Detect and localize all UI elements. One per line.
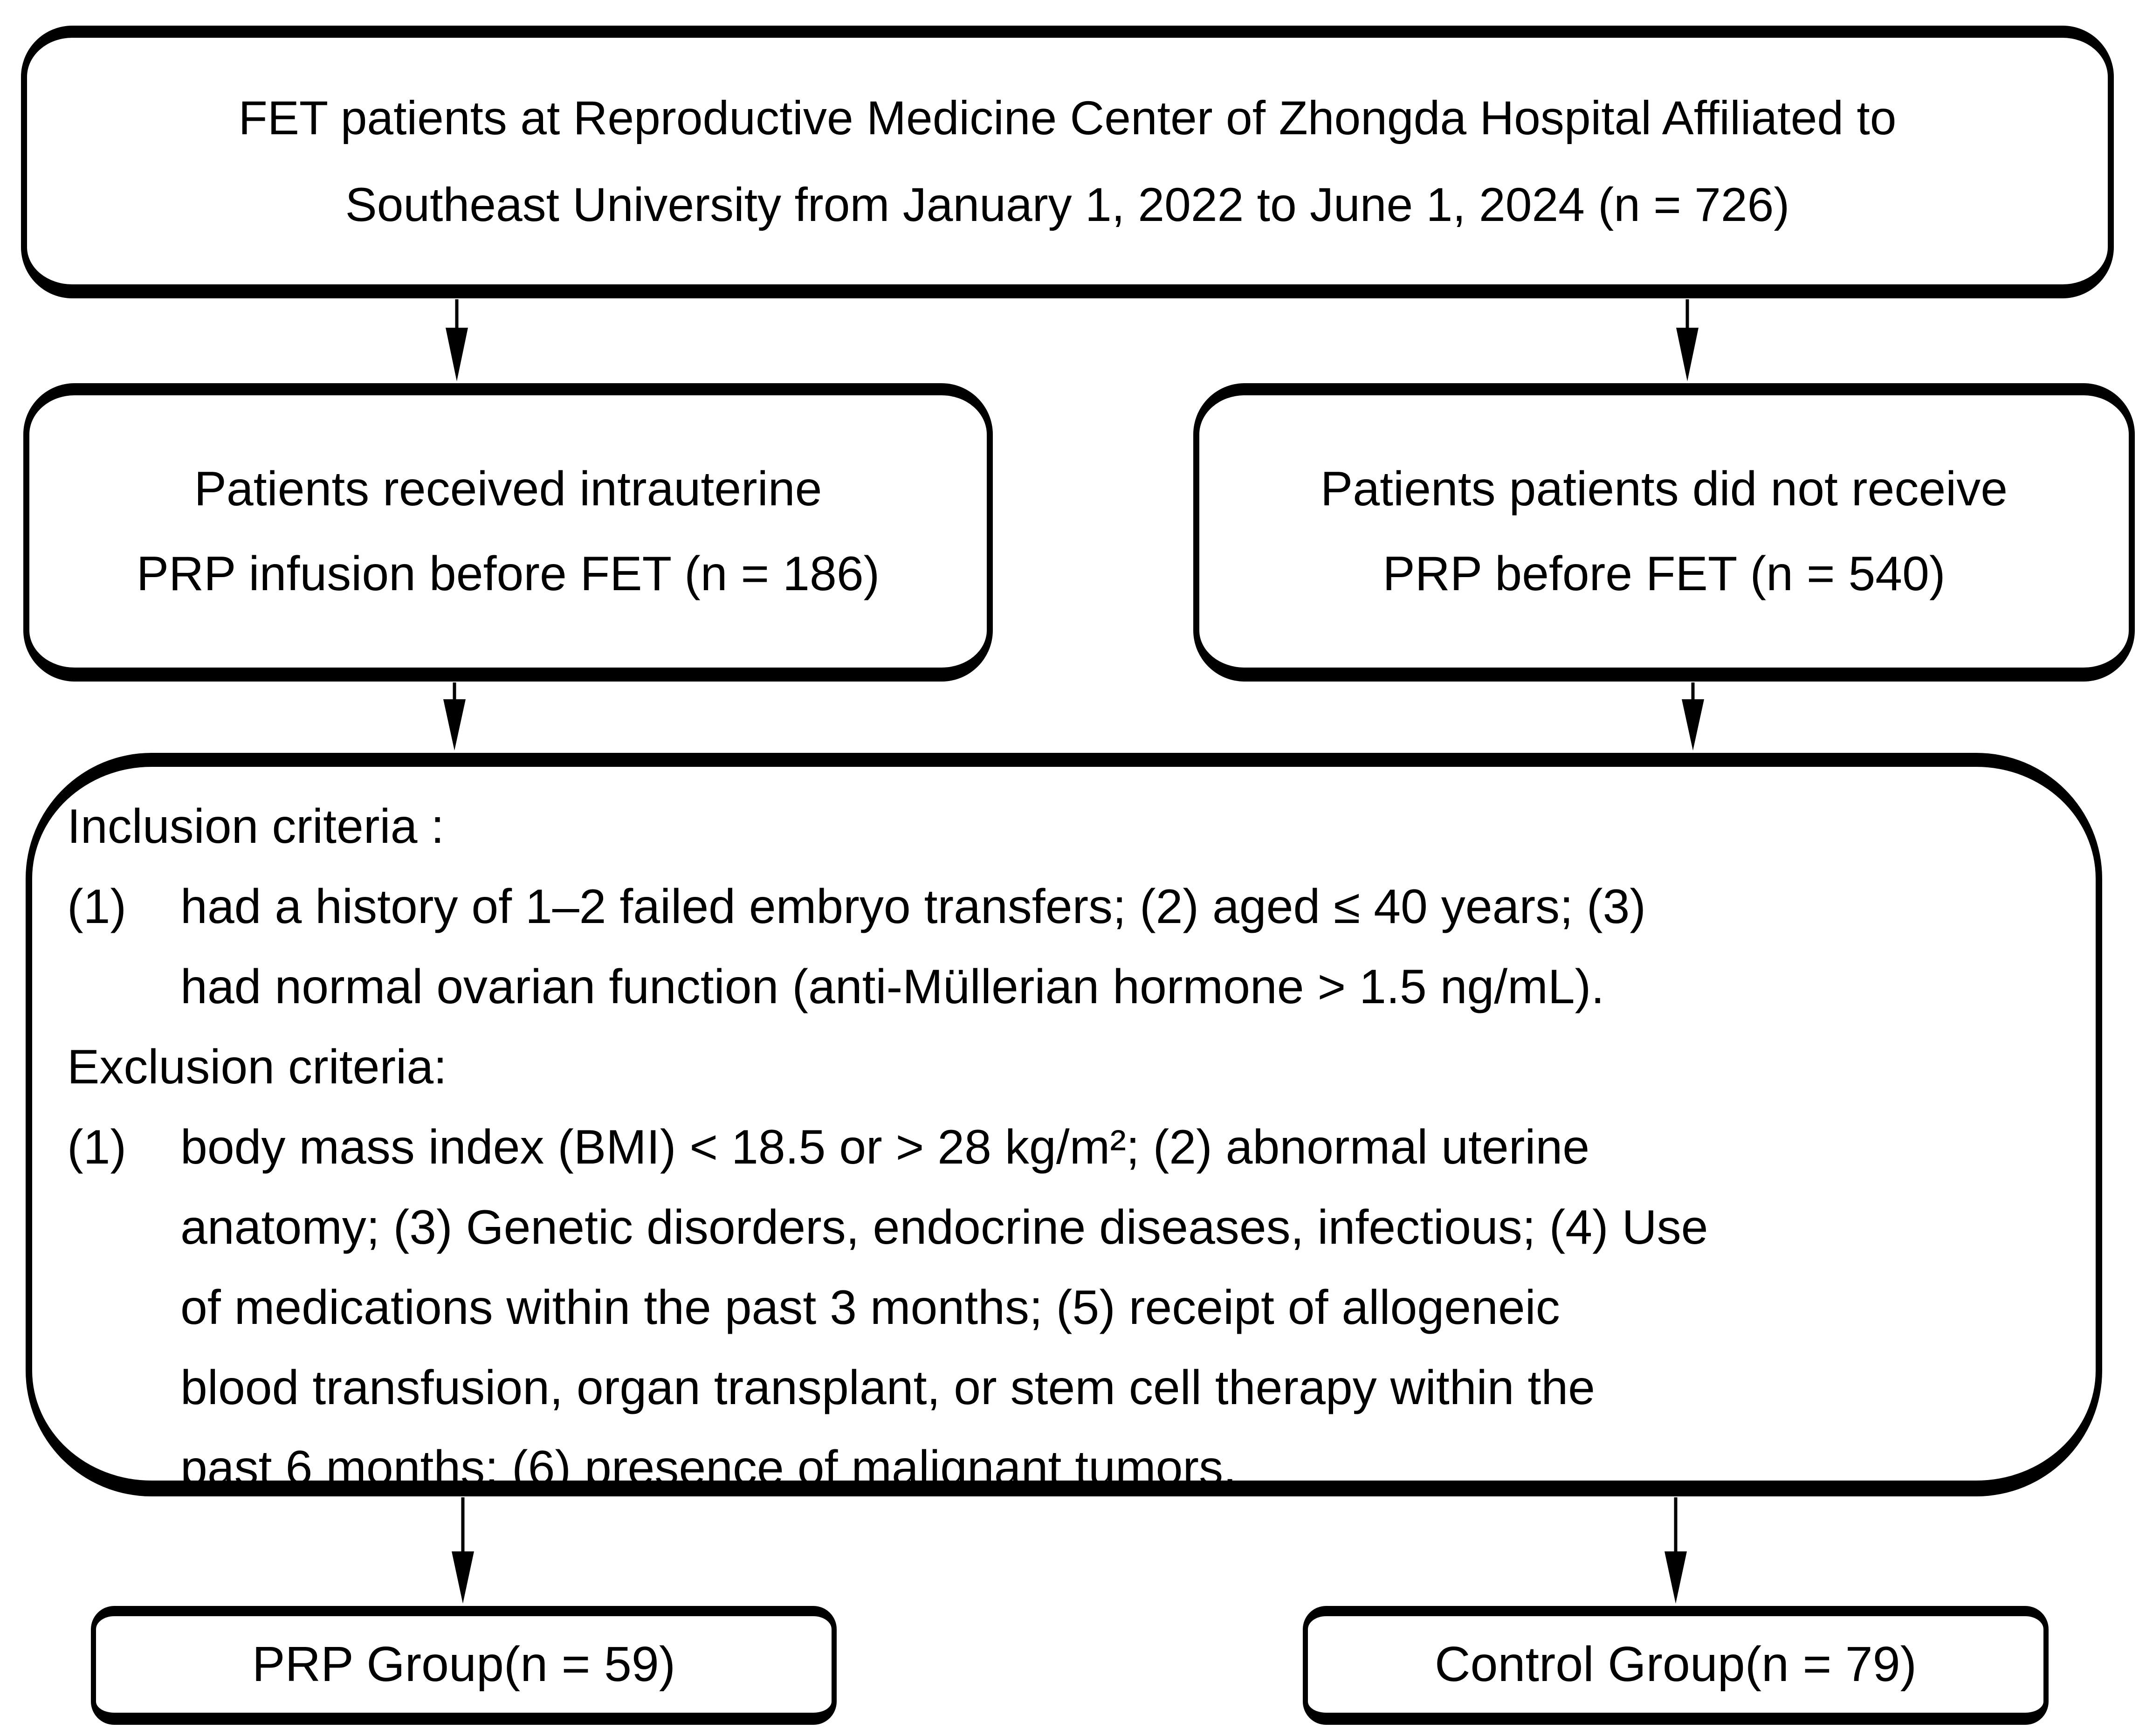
criteria-line: blood transfusion, organ transplant, or … [180, 1361, 1595, 1415]
arrow-top-to-control-arm [1676, 299, 1699, 381]
arrow-criteria-to-prp-group [452, 1497, 474, 1604]
arrow-head [1676, 328, 1699, 381]
box-prp-arm: Patients received intrauterine PRP infus… [23, 383, 993, 682]
criteria-line: past 6 months; (6) presence of malignant… [180, 1441, 1237, 1495]
arrow-prp-arm-to-criteria [443, 682, 466, 751]
box-control-group-label: Control Group(n = 79) [1434, 1637, 1917, 1692]
box-fet-patients: FET patients at Reproductive Medicine Ce… [21, 26, 2114, 298]
box-control-group: Control Group(n = 79) [1303, 1606, 2049, 1725]
arrow-head [446, 328, 468, 381]
criteria-line: of medications within the past 3 months;… [180, 1281, 1560, 1335]
criteria-item-number: (1) [67, 880, 127, 934]
criteria-item-number: (1) [67, 1120, 127, 1174]
arrow-head [1682, 699, 1704, 751]
criteria-heading-exclusion: Exclusion criteria: [67, 1040, 447, 1094]
criteria-line: (1) body mass index (BMI) < 18.5 or > 28… [67, 1107, 2068, 1187]
box-control-arm-line-2: PRP before FET (n = 540) [1383, 547, 1946, 601]
box-fet-patients-line-2: Southeast University from January 1, 202… [345, 178, 1790, 231]
box-fet-patients-line-1: FET patients at Reproductive Medicine Ce… [238, 91, 1897, 145]
box-prp-arm-line-1: Patients received intrauterine [194, 462, 822, 516]
arrow-head [452, 1551, 474, 1604]
criteria-heading-inclusion: Inclusion criteria : [67, 799, 445, 854]
arrow-head [1665, 1551, 1687, 1604]
box-criteria: Inclusion criteria : (1) had a history o… [26, 753, 2102, 1496]
arrow-head [443, 699, 466, 751]
criteria-line: (1) had a history of 1–2 failed embryo t… [67, 867, 2068, 947]
arrow-control-arm-to-criteria [1682, 682, 1704, 751]
criteria-line: anatomy; (3) Genetic disorders, endocrin… [180, 1200, 1708, 1254]
box-prp-arm-line-2: PRP infusion before FET (n = 186) [136, 547, 880, 601]
arrow-criteria-to-control-group [1665, 1497, 1687, 1604]
arrow-top-to-prp-arm [446, 299, 468, 381]
box-prp-group-label: PRP Group(n = 59) [252, 1637, 676, 1692]
box-control-arm: Patients patients did not receive PRP be… [1193, 383, 2135, 682]
box-prp-group: PRP Group(n = 59) [91, 1606, 837, 1725]
criteria-line: had normal ovarian function (anti-Müller… [180, 960, 1605, 1014]
box-control-arm-line-1: Patients patients did not receive [1320, 462, 2008, 516]
